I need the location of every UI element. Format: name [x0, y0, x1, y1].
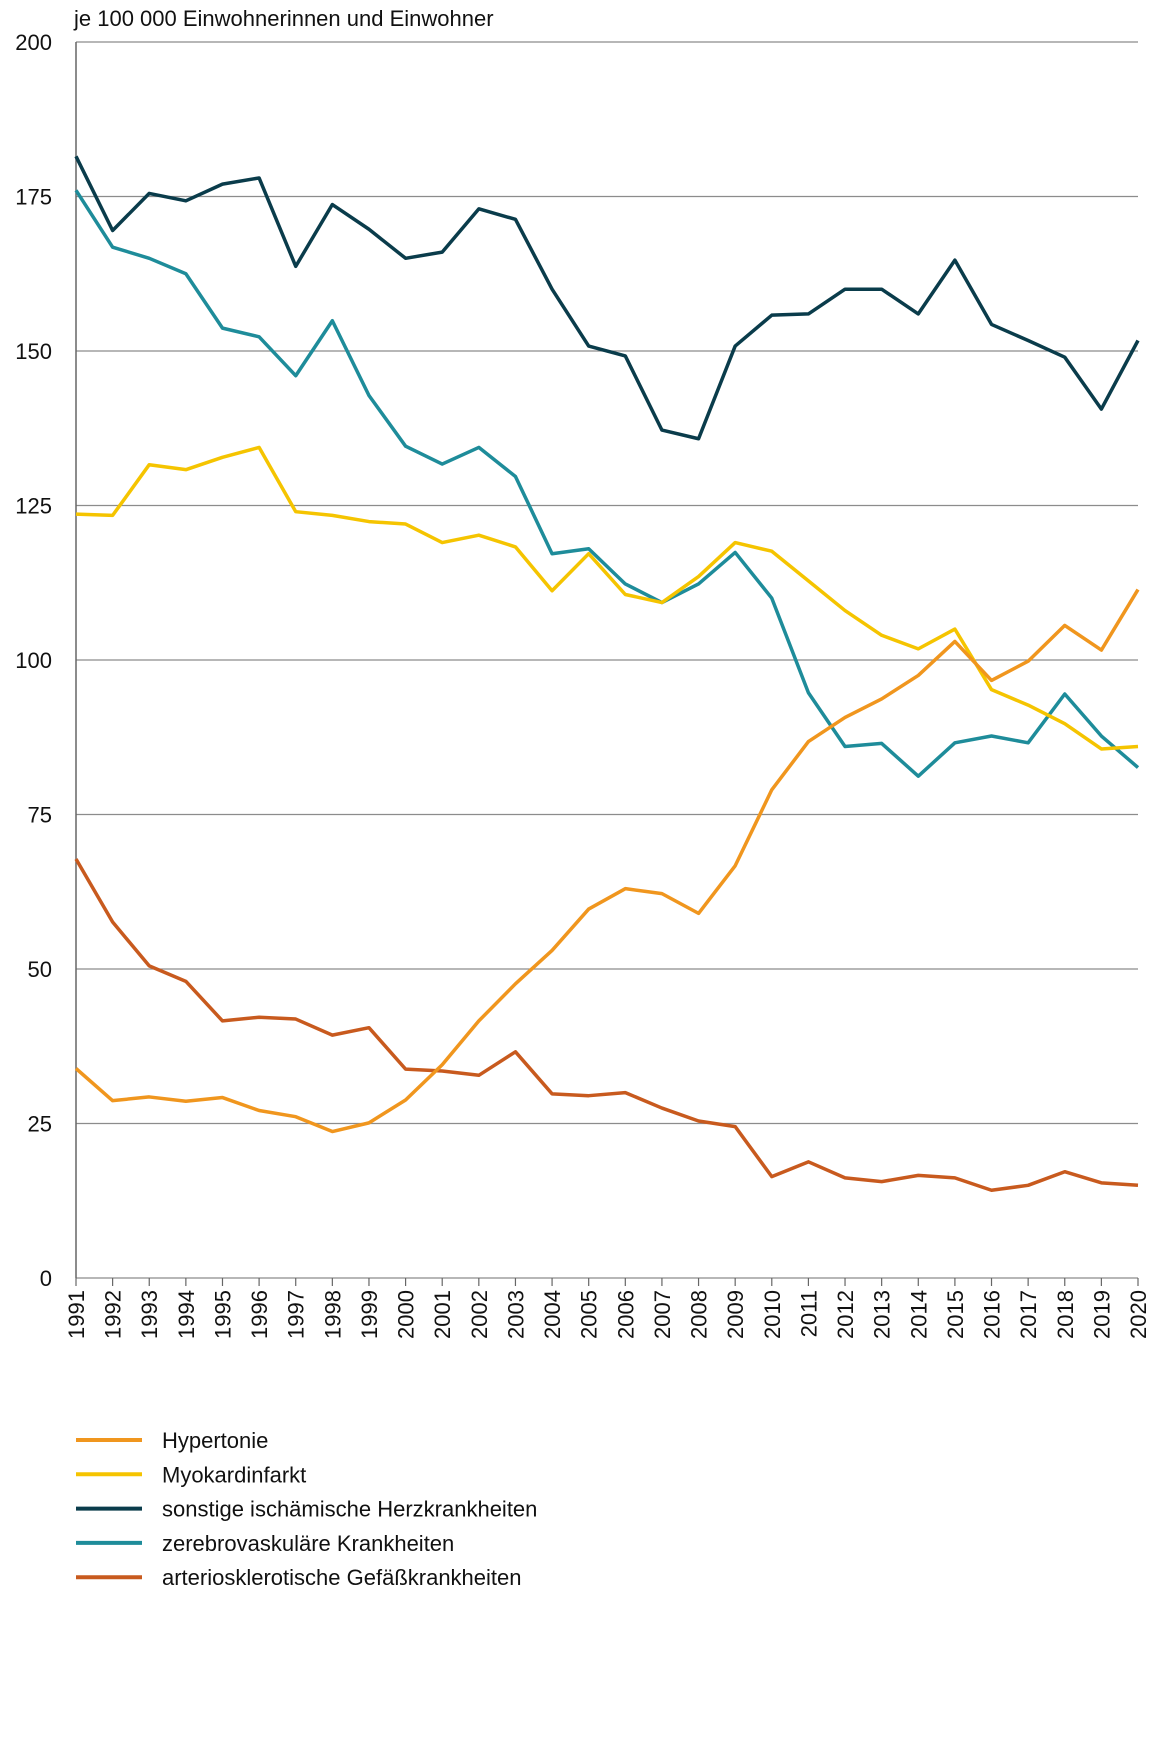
- x-tick-label: 2008: [687, 1290, 712, 1339]
- x-tick-label: 2018: [1053, 1290, 1078, 1339]
- series-line: [75, 445, 1139, 751]
- x-tick-label: 2015: [943, 1290, 968, 1339]
- x-tick-label: 2006: [613, 1290, 638, 1339]
- x-tick-label: 1999: [357, 1290, 382, 1339]
- series-line: [74, 858, 1139, 1192]
- y-tick-label: 175: [15, 185, 52, 210]
- y-tick-label: 0: [40, 1266, 52, 1291]
- x-tick-label: 2011: [796, 1290, 821, 1337]
- x-tick-label: 2012: [833, 1290, 858, 1339]
- legend-label: zerebrovaskuläre Krankheiten: [162, 1531, 454, 1556]
- x-tick-label: 2013: [870, 1290, 895, 1339]
- x-tick-label: 1994: [174, 1290, 199, 1339]
- x-tick-label: 2000: [394, 1290, 419, 1339]
- x-tick-label: 1991: [64, 1290, 89, 1339]
- x-tick-label: 2016: [980, 1290, 1005, 1339]
- x-tick-label: 2014: [906, 1290, 931, 1339]
- x-tick-label: 2020: [1126, 1290, 1151, 1339]
- y-tick-label: 75: [28, 803, 52, 828]
- x-tick-label: 2002: [467, 1290, 492, 1339]
- x-tick-label: 2009: [723, 1290, 748, 1339]
- x-tick-label: 1995: [210, 1290, 235, 1339]
- x-tick-label: 2010: [760, 1290, 785, 1339]
- x-tick-label: 1997: [284, 1290, 309, 1339]
- x-tick-label: 2007: [650, 1290, 675, 1339]
- x-tick-label: 2019: [1089, 1290, 1114, 1339]
- x-tick-label: 1992: [101, 1290, 126, 1339]
- y-tick-label: 150: [15, 339, 52, 364]
- y-tick-label: 25: [28, 1112, 52, 1137]
- legend-label: sonstige ischämische Herzkrankheiten: [162, 1497, 537, 1522]
- x-tick-label: 2001: [430, 1290, 455, 1339]
- x-tick-label: 2004: [540, 1290, 565, 1339]
- series-line: [74, 189, 1140, 778]
- legend-label: Myokardinfarkt: [162, 1462, 306, 1487]
- x-tick-label: 2003: [503, 1290, 528, 1339]
- x-tick-label: 2017: [1016, 1290, 1041, 1339]
- y-tick-label: 200: [15, 30, 52, 55]
- y-tick-label: 100: [15, 648, 52, 673]
- y-tick-label: 125: [15, 494, 52, 519]
- legend-label: arteriosklerotische Gefäßkrankheiten: [162, 1565, 522, 1590]
- x-tick-label: 1996: [247, 1290, 272, 1339]
- chart-title: je 100 000 Einwohnerinnen und Einwohner: [73, 6, 494, 31]
- y-tick-label: 50: [28, 957, 52, 982]
- x-tick-label: 2005: [577, 1290, 602, 1339]
- x-tick-label: 1998: [320, 1290, 345, 1339]
- x-tick-label: 1993: [137, 1290, 162, 1339]
- legend-label: Hypertonie: [162, 1428, 268, 1453]
- series-line: [74, 588, 1140, 1134]
- series-line: [74, 155, 1140, 441]
